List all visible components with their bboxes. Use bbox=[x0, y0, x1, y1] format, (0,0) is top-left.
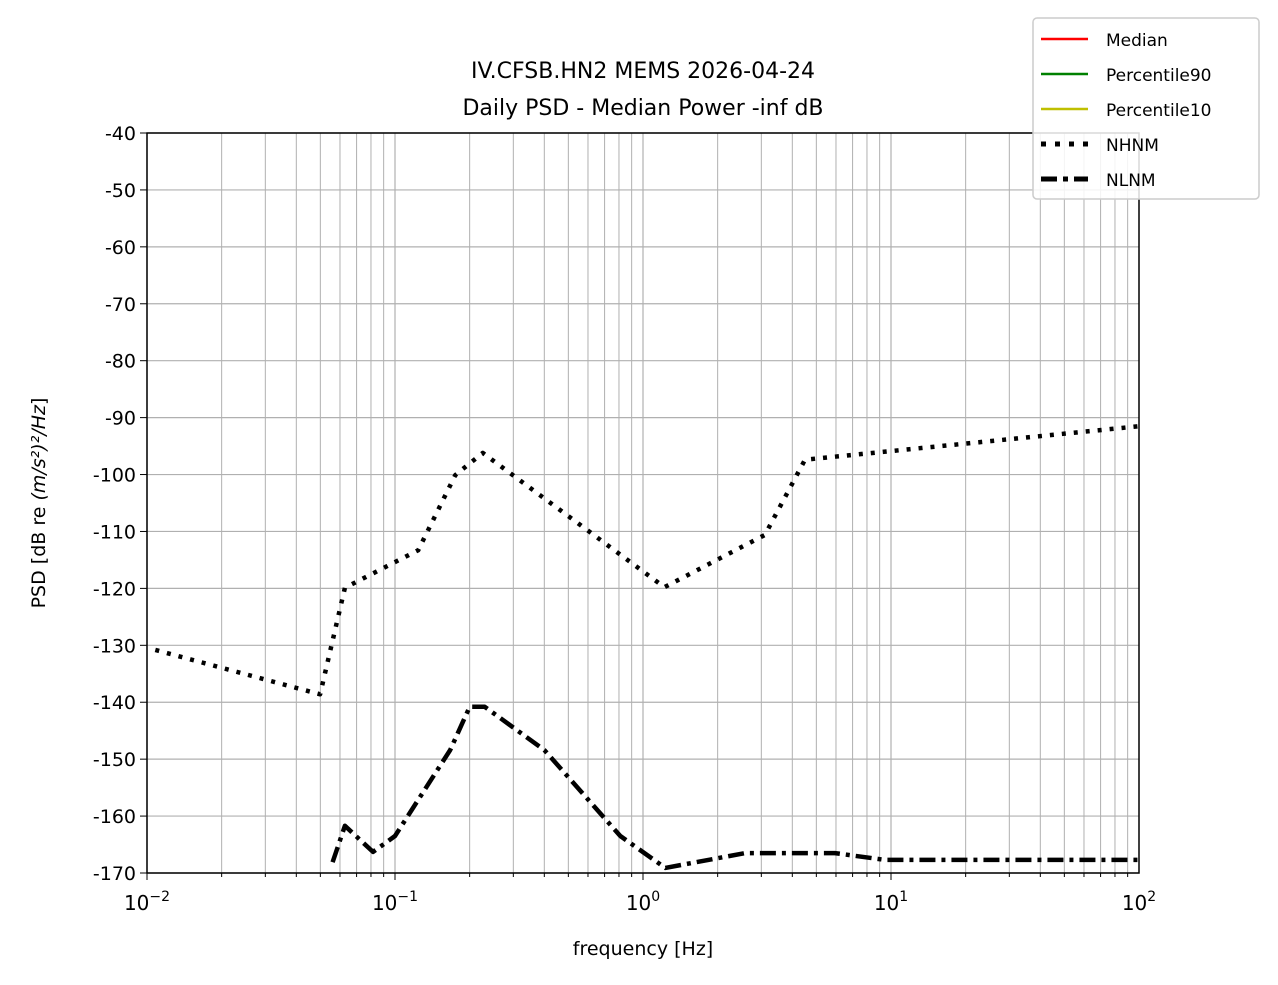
x-tick-label: 101 bbox=[874, 889, 908, 915]
y-tick-label: -70 bbox=[105, 294, 136, 316]
y-tick-label: -140 bbox=[93, 692, 136, 714]
x-tick-label: 100 bbox=[626, 889, 660, 915]
y-tick-label: -90 bbox=[105, 408, 136, 430]
x-axis-label: frequency [Hz] bbox=[573, 938, 713, 960]
series-nlnm-line bbox=[330, 704, 1139, 871]
x-tick-label: 10−2 bbox=[124, 889, 170, 915]
y-tick-label: -150 bbox=[93, 749, 136, 771]
grid bbox=[146, 132, 1139, 874]
y-tick-label: -160 bbox=[93, 806, 136, 828]
legend-label-percentile90: Percentile90 bbox=[1106, 66, 1212, 86]
y-tick-label: -40 bbox=[105, 123, 136, 145]
y-tick-label: -110 bbox=[93, 521, 136, 543]
y-tick-label: -100 bbox=[93, 465, 136, 487]
ticks: 10−2 10−1 100 101 102 -40 -50 -60 -70 -80 -90 -100 -… bbox=[93, 123, 1156, 915]
y-tick-label: -130 bbox=[93, 635, 136, 657]
chart-title-line1: IV.CFSB.HN2 MEMS 2026-04-24 bbox=[471, 59, 815, 84]
x-tick-label: 102 bbox=[1122, 889, 1156, 915]
series-nhnm-line bbox=[154, 423, 1139, 697]
legend-label-nlnm: NLNM bbox=[1106, 171, 1156, 191]
legend: Median Percentile90 Percentile10 NHNM NLNM bbox=[1032, 17, 1260, 200]
x-tick-label: 10−1 bbox=[372, 889, 418, 915]
chart-title-line2: Daily PSD - Median Power -inf dB bbox=[462, 96, 823, 121]
y-axis-label: PSD [dB re (m/s²)²/Hz] bbox=[28, 398, 50, 609]
legend-box bbox=[1032, 17, 1260, 200]
legend-label-nhnm: NHNM bbox=[1106, 136, 1159, 156]
y-tick-label: -170 bbox=[93, 863, 136, 885]
legend-label-median: Median bbox=[1106, 31, 1168, 51]
y-tick-label: -120 bbox=[93, 578, 136, 600]
legend-label-percentile10: Percentile10 bbox=[1106, 101, 1212, 121]
plot-frame bbox=[146, 132, 1140, 874]
y-tick-label: -50 bbox=[105, 180, 136, 202]
series-lines bbox=[154, 423, 1139, 871]
y-tick-label: -60 bbox=[105, 237, 136, 259]
y-tick-label: -80 bbox=[105, 351, 136, 373]
